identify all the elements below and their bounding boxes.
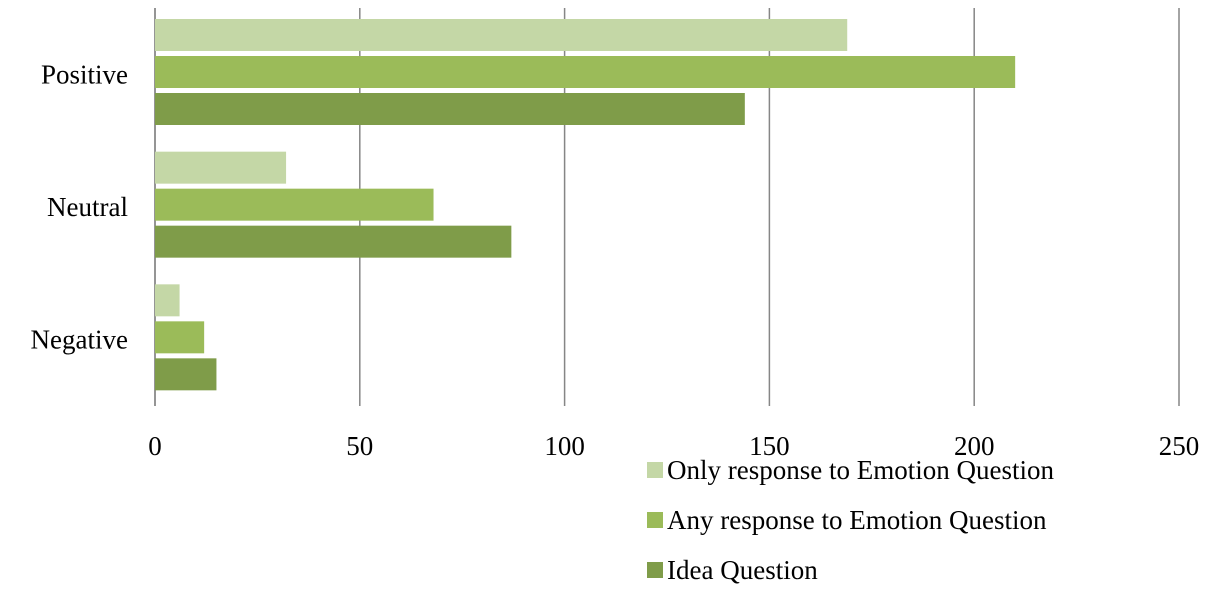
legend: Only response to Emotion Question Any re… <box>647 450 1207 600</box>
x-tick-label-150: 150 <box>749 431 790 461</box>
bar-neutral-series-3 <box>155 225 512 258</box>
bar-positive-series-2 <box>155 56 1016 88</box>
bar-negative-series-2 <box>155 321 205 354</box>
category-label-positive: Positive <box>41 59 128 89</box>
bar-neutral-series-2 <box>155 188 434 221</box>
x-tick-label-50: 50 <box>346 431 373 461</box>
bar-negative-series-1 <box>155 284 180 317</box>
bar-negative-series-3 <box>155 358 217 391</box>
x-tick-label-200: 200 <box>954 431 995 461</box>
legend-label-any-response: Any response to Emotion Question <box>667 505 1047 535</box>
bar-neutral-series-1 <box>155 151 287 184</box>
category-label-negative: Negative <box>31 325 128 355</box>
x-tick-label-250: 250 <box>1159 431 1200 461</box>
legend-label-idea-question: Idea Question <box>667 555 818 585</box>
y-axis-category-labels: Positive Neutral Negative <box>31 59 128 354</box>
x-tick-label-0: 0 <box>148 431 162 461</box>
legend-swatch-idea-question <box>647 562 663 578</box>
legend-item-any-response: Any response to Emotion Question <box>647 500 1046 540</box>
legend-swatch-any-response <box>647 512 663 528</box>
legend-label-only-response: Only response to Emotion Question <box>667 455 1054 485</box>
legend-item-only-response: Only response to Emotion Question <box>647 450 1054 490</box>
legend-swatch-only-response <box>647 462 663 478</box>
bar-positive-series-3 <box>155 93 745 125</box>
x-axis-tick-labels: 0 50 100 150 200 250 <box>148 431 1199 461</box>
legend-item-idea-question: Idea Question <box>647 550 818 590</box>
bars <box>155 19 1016 391</box>
category-label-neutral: Neutral <box>47 192 128 222</box>
bar-positive-series-1 <box>155 19 848 51</box>
x-tick-label-100: 100 <box>544 431 585 461</box>
